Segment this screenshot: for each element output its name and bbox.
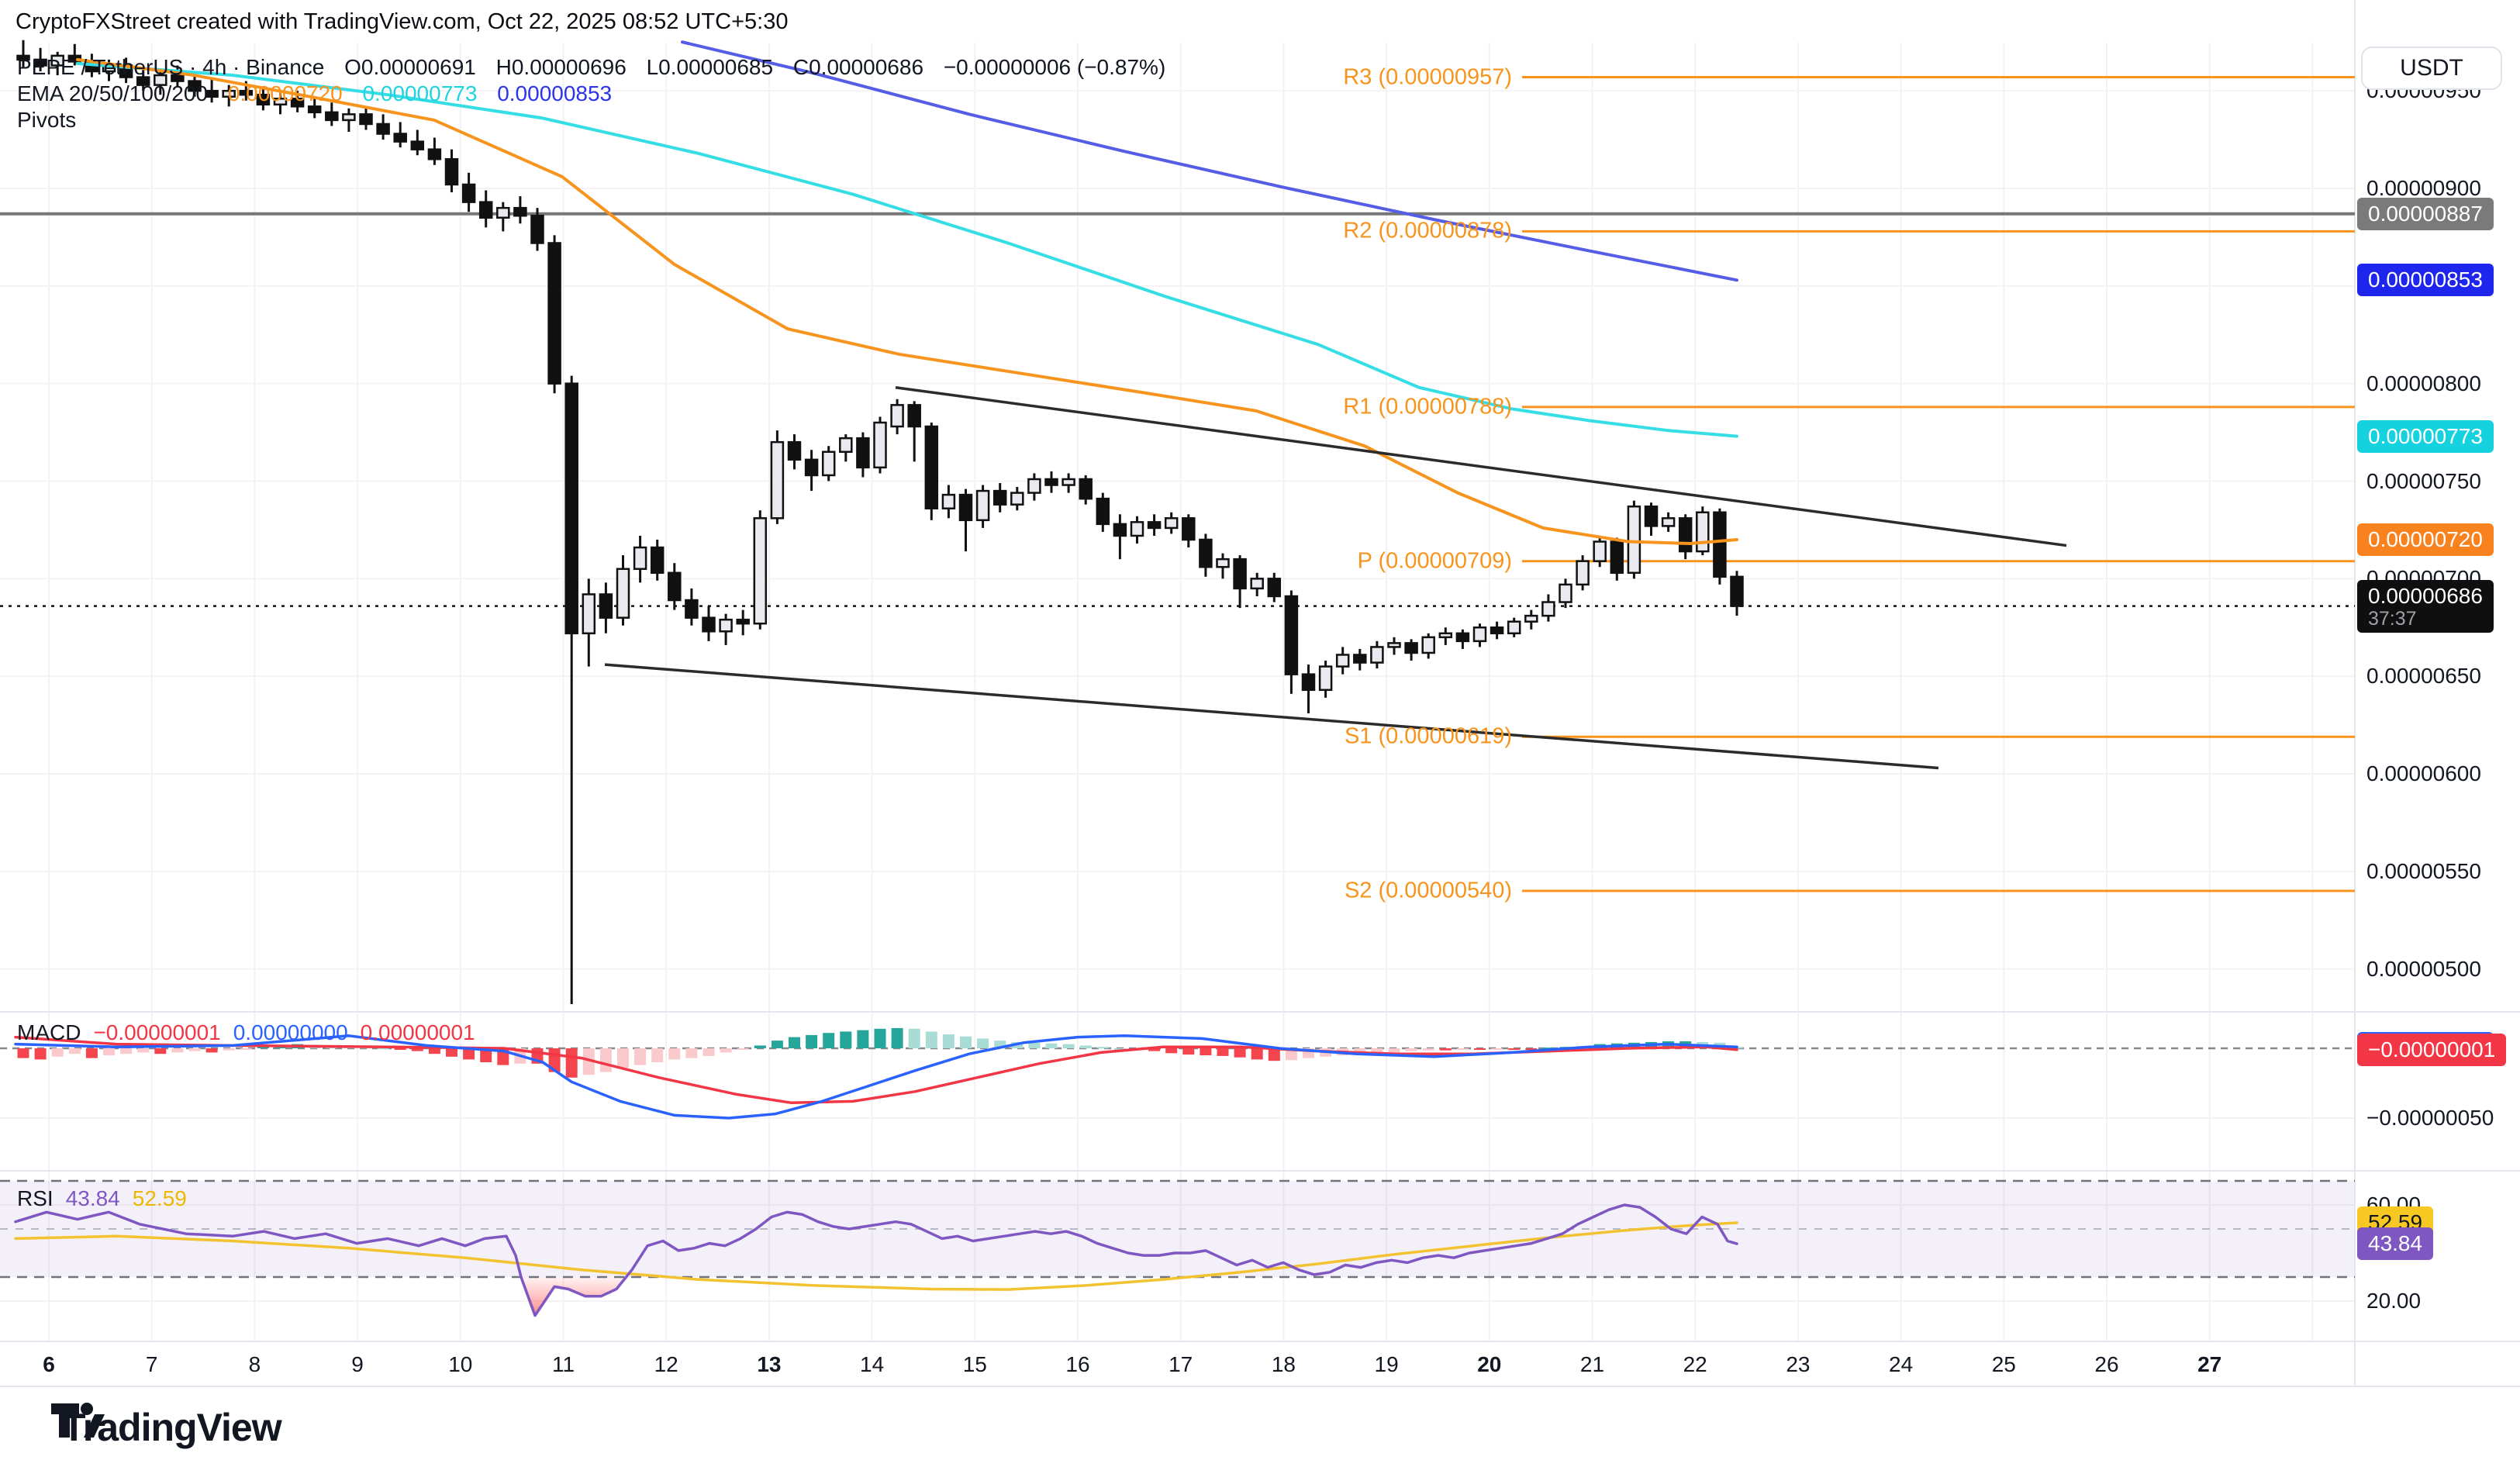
price-levels bbox=[0, 76, 2355, 892]
ema-legend-row[interactable]: EMA 20/50/100/200 0.00000720 0.00000773 … bbox=[17, 81, 1165, 107]
time-axis-label: 23 bbox=[1786, 1352, 1811, 1376]
time-axis-label: 9 bbox=[351, 1352, 364, 1376]
rsi-ma-value: 52.59 bbox=[132, 1186, 187, 1210]
pane-separators bbox=[0, 0, 2520, 1387]
pivot-level-label: R1 (0.00000788) bbox=[1343, 394, 1512, 419]
time-axis-label: 18 bbox=[1271, 1352, 1296, 1376]
rsi-value: 43.84 bbox=[65, 1186, 120, 1210]
macd-hist-value: −0.00000001 bbox=[93, 1020, 221, 1044]
close-value: C0.00000686 bbox=[792, 55, 924, 79]
macd-title[interactable]: MACD bbox=[17, 1020, 81, 1044]
rsi-panel bbox=[0, 1179, 2355, 1317]
change-value: −0.00000006 (−0.87%) bbox=[943, 55, 1166, 79]
time-axis-label: 10 bbox=[448, 1352, 473, 1376]
time-axis-label: 25 bbox=[1991, 1352, 2016, 1376]
high-value: H0.00000696 bbox=[495, 55, 627, 79]
price-badge: 0.00000686 37:37 bbox=[2357, 579, 2494, 633]
pivot-level-label: R2 (0.00000878) bbox=[1343, 218, 1512, 243]
price-badge: 0.00000773 bbox=[2357, 419, 2494, 453]
bar-countdown: 37:37 bbox=[2368, 607, 2417, 630]
time-axis-label: 26 bbox=[2094, 1352, 2119, 1376]
pivot-level-label: R3 (0.00000957) bbox=[1343, 64, 1512, 90]
pivot-level-label: S2 (0.00000540) bbox=[1344, 878, 1512, 903]
price-badge: 0.00000887 bbox=[2357, 197, 2494, 230]
trendlines[interactable] bbox=[604, 385, 2067, 770]
symbol-title[interactable]: PEPE / TetherUS · 4h · Binance bbox=[17, 55, 325, 79]
time-axis-label: 11 bbox=[551, 1352, 575, 1376]
rsi-legend-row[interactable]: RSI 43.84 52.59 bbox=[17, 1186, 199, 1211]
time-axis-label: 12 bbox=[654, 1352, 678, 1376]
time-axis-label: 20 bbox=[1477, 1352, 1502, 1376]
ema-lines bbox=[76, 40, 1738, 546]
time-axis[interactable]: 6 7 8 9 10 11 12 13 14 15 16 17 18 19 20 21 22 23 24 25 26 27 bbox=[0, 1343, 2355, 1386]
chart-legend: PEPE / TetherUS · 4h · Binance O0.000006… bbox=[17, 54, 1165, 133]
time-axis-label: 15 bbox=[962, 1352, 987, 1376]
price-badge: −0.00000001 bbox=[2357, 1033, 2507, 1066]
price-axis-label: 0.00000650 bbox=[2366, 664, 2481, 689]
macd-panel bbox=[0, 1027, 2355, 1120]
price-axis-label: −0.00000050 bbox=[2366, 1106, 2494, 1130]
price-axis[interactable]: USDT 0.00000950 0.00000900 0.00000800 0.000… bbox=[2355, 0, 2520, 1388]
tradingview-logo-text: TradingView bbox=[62, 1406, 282, 1449]
time-axis-label: 27 bbox=[2197, 1352, 2222, 1376]
pivot-level-label: S1 (0.00000619) bbox=[1344, 723, 1512, 749]
low-value: L0.00000685 bbox=[646, 55, 774, 79]
time-axis-label: 24 bbox=[1889, 1352, 1914, 1376]
ema-mid-value: 0.00000773 bbox=[362, 81, 478, 105]
trendline-drawing[interactable] bbox=[604, 663, 1939, 770]
pivots-title[interactable]: Pivots bbox=[17, 108, 77, 132]
macd-signal-value: 0.00000001 bbox=[360, 1020, 475, 1044]
price-axis-label: 0.00000750 bbox=[2366, 468, 2481, 493]
tradingview-logo-icon bbox=[51, 1403, 105, 1438]
macd-line-value: 0.00000000 bbox=[233, 1020, 348, 1044]
time-axis-label: 21 bbox=[1579, 1352, 1605, 1376]
price-axis-label: 0.00000900 bbox=[2366, 176, 2481, 200]
open-value: O0.00000691 bbox=[344, 55, 476, 79]
time-axis-label: 14 bbox=[860, 1352, 885, 1376]
time-axis-label: 6 bbox=[43, 1352, 55, 1376]
attribution-text: CryptoFXStreet created with TradingView.… bbox=[16, 9, 789, 34]
price-axis-label: 0.00000550 bbox=[2366, 858, 2481, 883]
ema-slow-value: 0.00000853 bbox=[497, 81, 613, 105]
price-axis-label: 20.00 bbox=[2366, 1289, 2422, 1313]
trendline-drawing[interactable] bbox=[895, 385, 2067, 547]
price-axis-label: 0.00000500 bbox=[2366, 956, 2481, 981]
price-axis-label: 0.00000600 bbox=[2366, 761, 2481, 785]
pivots-legend-row[interactable]: Pivots bbox=[17, 107, 1165, 133]
tradingview-branding[interactable]: TradingView bbox=[50, 1400, 282, 1455]
rsi-title[interactable]: RSI bbox=[17, 1186, 54, 1210]
candlesticks bbox=[16, 40, 1744, 1004]
ema-title[interactable]: EMA 20/50/100/200 bbox=[17, 81, 208, 105]
grid-lines bbox=[0, 43, 2355, 1341]
price-axis-label: 0.00000800 bbox=[2366, 371, 2481, 395]
time-axis-label: 8 bbox=[248, 1352, 261, 1376]
currency-toggle-button[interactable]: USDT bbox=[2361, 47, 2502, 90]
symbol-legend-row[interactable]: PEPE / TetherUS · 4h · Binance O0.000006… bbox=[17, 54, 1165, 81]
pivot-level-label: P (0.00000709) bbox=[1357, 548, 1512, 574]
ema-fast-value: 0.00000720 bbox=[227, 81, 343, 105]
time-axis-label: 13 bbox=[757, 1352, 782, 1376]
time-axis-label: 17 bbox=[1169, 1352, 1193, 1376]
time-axis-label: 16 bbox=[1065, 1352, 1090, 1376]
price-badge: 43.84 bbox=[2357, 1227, 2434, 1261]
price-badge: 0.00000720 bbox=[2357, 523, 2494, 556]
price-badge: 0.00000853 bbox=[2357, 264, 2494, 297]
time-axis-label: 7 bbox=[145, 1352, 158, 1376]
macd-legend-row[interactable]: MACD −0.00000001 0.00000000 0.00000001 bbox=[17, 1020, 488, 1045]
time-axis-label: 22 bbox=[1683, 1352, 1707, 1376]
time-axis-label: 19 bbox=[1374, 1352, 1399, 1376]
